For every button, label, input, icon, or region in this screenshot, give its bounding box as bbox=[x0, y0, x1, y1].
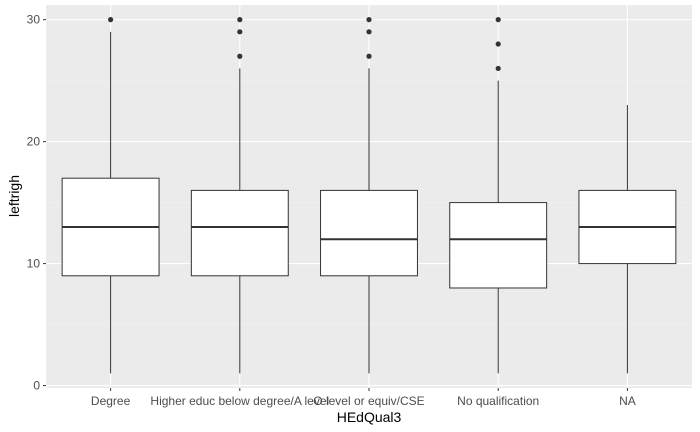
x-tick-label: No qualification bbox=[457, 394, 539, 408]
outlier-point bbox=[366, 29, 372, 35]
outlier-point bbox=[495, 65, 501, 72]
x-tick-label: O level or equiv/CSE bbox=[313, 394, 424, 408]
boxes bbox=[61, 17, 677, 374]
outlier-point bbox=[495, 17, 501, 23]
y-axis-title: leftrigh bbox=[6, 175, 22, 217]
box-4 bbox=[578, 105, 677, 374]
y-tick-label: 0 bbox=[33, 379, 40, 393]
outlier-point bbox=[237, 29, 243, 35]
box-1 bbox=[190, 17, 289, 374]
axes: 0 10 20 30 Degree Higher educ below degree/A … bbox=[27, 13, 636, 408]
outlier-point bbox=[495, 41, 501, 47]
iqr-box bbox=[320, 189, 418, 277]
y-tick-label: 20 bbox=[27, 135, 41, 149]
x-tick-label: Higher educ below degree/A level bbox=[150, 394, 329, 408]
iqr-box bbox=[449, 202, 548, 289]
outlier-point bbox=[108, 17, 114, 23]
x-tick-label: NA bbox=[619, 394, 636, 408]
outlier-point bbox=[366, 53, 372, 59]
iqr-box bbox=[190, 189, 289, 277]
y-tick-label: 30 bbox=[27, 13, 41, 27]
x-axis-title: HEdQual3 bbox=[337, 409, 402, 425]
y-tick-label: 10 bbox=[27, 257, 41, 271]
box-0 bbox=[61, 17, 160, 374]
outlier-point bbox=[237, 53, 243, 59]
x-tick-label: Degree bbox=[91, 394, 131, 408]
outlier-point bbox=[237, 17, 243, 23]
box-2 bbox=[320, 17, 418, 374]
box-3 bbox=[449, 17, 548, 374]
outlier-point bbox=[366, 17, 372, 23]
